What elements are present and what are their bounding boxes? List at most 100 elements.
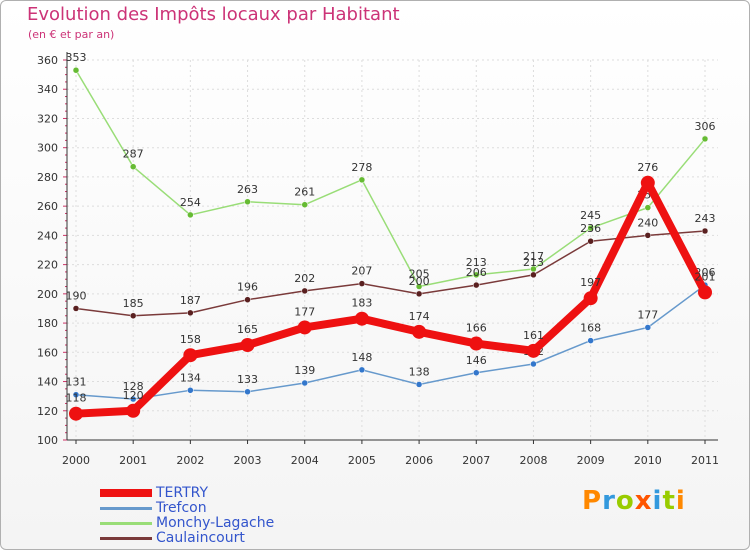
data-label: 213 xyxy=(466,256,487,269)
y-tick-label: 240 xyxy=(37,229,58,242)
series-line xyxy=(75,178,709,418)
data-point xyxy=(698,285,712,300)
data-point xyxy=(587,224,594,232)
legend-label-caulaincourt: Caulaincourt xyxy=(156,530,245,546)
y-tick-label: 360 xyxy=(37,54,58,67)
data-point xyxy=(415,290,423,298)
data-point xyxy=(644,204,652,211)
data-label: 134 xyxy=(180,371,201,384)
data-label: 131 xyxy=(66,376,87,389)
data-point xyxy=(301,379,308,387)
x-tick-label: 2000 xyxy=(62,454,90,467)
data-label: 261 xyxy=(294,186,315,199)
legend-swatch-tertry xyxy=(100,489,152,497)
proxiti-logo: Proxiti xyxy=(582,486,686,516)
logo-letter: P xyxy=(582,486,603,516)
chart-subtitle: (en € et par an) xyxy=(28,28,115,41)
data-point xyxy=(354,311,369,326)
data-label: 161 xyxy=(523,329,544,342)
y-tick-label: 260 xyxy=(37,200,58,213)
data-label: 207 xyxy=(351,265,372,278)
data-point xyxy=(473,281,480,289)
legend-swatch-monchy-lagache xyxy=(100,521,152,525)
data-label: 201 xyxy=(695,270,716,283)
data-point xyxy=(587,237,594,245)
data-point xyxy=(473,271,480,279)
data-label: 213 xyxy=(523,256,544,269)
data-label: 128 xyxy=(123,380,144,393)
data-label: 165 xyxy=(237,323,258,336)
data-label: 148 xyxy=(351,351,372,364)
y-tick-label: 140 xyxy=(37,376,58,389)
x-tick-label: 2004 xyxy=(291,454,319,467)
y-tick-label: 300 xyxy=(37,142,58,155)
data-point xyxy=(129,312,137,320)
logo-letter: t xyxy=(662,486,676,516)
data-label: 245 xyxy=(580,209,601,222)
data-label: 177 xyxy=(294,305,315,318)
data-point xyxy=(187,211,194,219)
data-label: 120 xyxy=(123,389,144,402)
data-point xyxy=(701,227,709,235)
x-tick-label: 2009 xyxy=(577,454,605,467)
data-point xyxy=(69,406,83,421)
data-point xyxy=(129,395,137,403)
data-point xyxy=(415,381,423,388)
data-label: 118 xyxy=(66,392,87,405)
y-tick-label: 320 xyxy=(37,112,58,125)
data-label: 139 xyxy=(294,364,315,377)
y-tick-label: 280 xyxy=(37,171,58,184)
data-label: 263 xyxy=(237,183,258,196)
data-point xyxy=(473,369,480,377)
series-line xyxy=(75,69,706,288)
data-label: 187 xyxy=(180,294,201,307)
y-tick-label: 180 xyxy=(37,317,58,330)
data-label: 197 xyxy=(580,276,601,289)
data-label: 306 xyxy=(695,120,716,133)
data-label: 168 xyxy=(580,322,601,335)
data-label: 200 xyxy=(409,275,430,288)
data-point xyxy=(126,403,141,418)
series-line xyxy=(75,284,706,400)
data-point xyxy=(358,280,366,287)
data-label: 196 xyxy=(237,281,258,294)
data-point xyxy=(301,287,308,295)
data-label: 240 xyxy=(637,216,658,229)
y-tick-label: 100 xyxy=(37,434,58,447)
x-tick-label: 2007 xyxy=(462,454,490,467)
data-label: 278 xyxy=(351,161,372,174)
data-point xyxy=(358,366,366,374)
data-label: 185 xyxy=(123,297,144,310)
data-label: 236 xyxy=(580,222,601,235)
data-point xyxy=(469,336,484,351)
legend-label-monchy-lagache: Monchy-Lagache xyxy=(156,515,275,531)
data-point xyxy=(526,343,541,358)
data-point xyxy=(587,337,594,344)
legend-item-monchy-lagache: Monchy-Lagache xyxy=(100,515,274,531)
data-label: 146 xyxy=(466,354,487,367)
data-label: 190 xyxy=(66,289,87,302)
data-label: 202 xyxy=(294,272,315,285)
legend-label-trefcon: Trefcon xyxy=(156,500,207,516)
x-tick-label: 2003 xyxy=(234,454,262,467)
data-point xyxy=(72,305,80,312)
data-point xyxy=(72,66,80,74)
data-label: 217 xyxy=(523,250,544,263)
data-point xyxy=(72,391,80,398)
data-point xyxy=(187,387,194,394)
x-tick-label: 2008 xyxy=(519,454,547,467)
logo-letter: o xyxy=(615,486,635,516)
x-tick-label: 2002 xyxy=(176,454,204,467)
legend-item-trefcon: Trefcon xyxy=(100,500,207,516)
data-label: 138 xyxy=(409,365,430,378)
data-label: 174 xyxy=(409,310,430,323)
data-label: 158 xyxy=(180,333,201,346)
x-tick-label: 2006 xyxy=(405,454,433,467)
chart-title: Evolution des Impôts locaux par Habitant xyxy=(27,4,400,25)
data-label: 243 xyxy=(695,212,716,225)
data-label: 254 xyxy=(180,196,201,209)
legend-item-tertry: TERTRY xyxy=(100,485,208,501)
data-point xyxy=(244,388,251,396)
